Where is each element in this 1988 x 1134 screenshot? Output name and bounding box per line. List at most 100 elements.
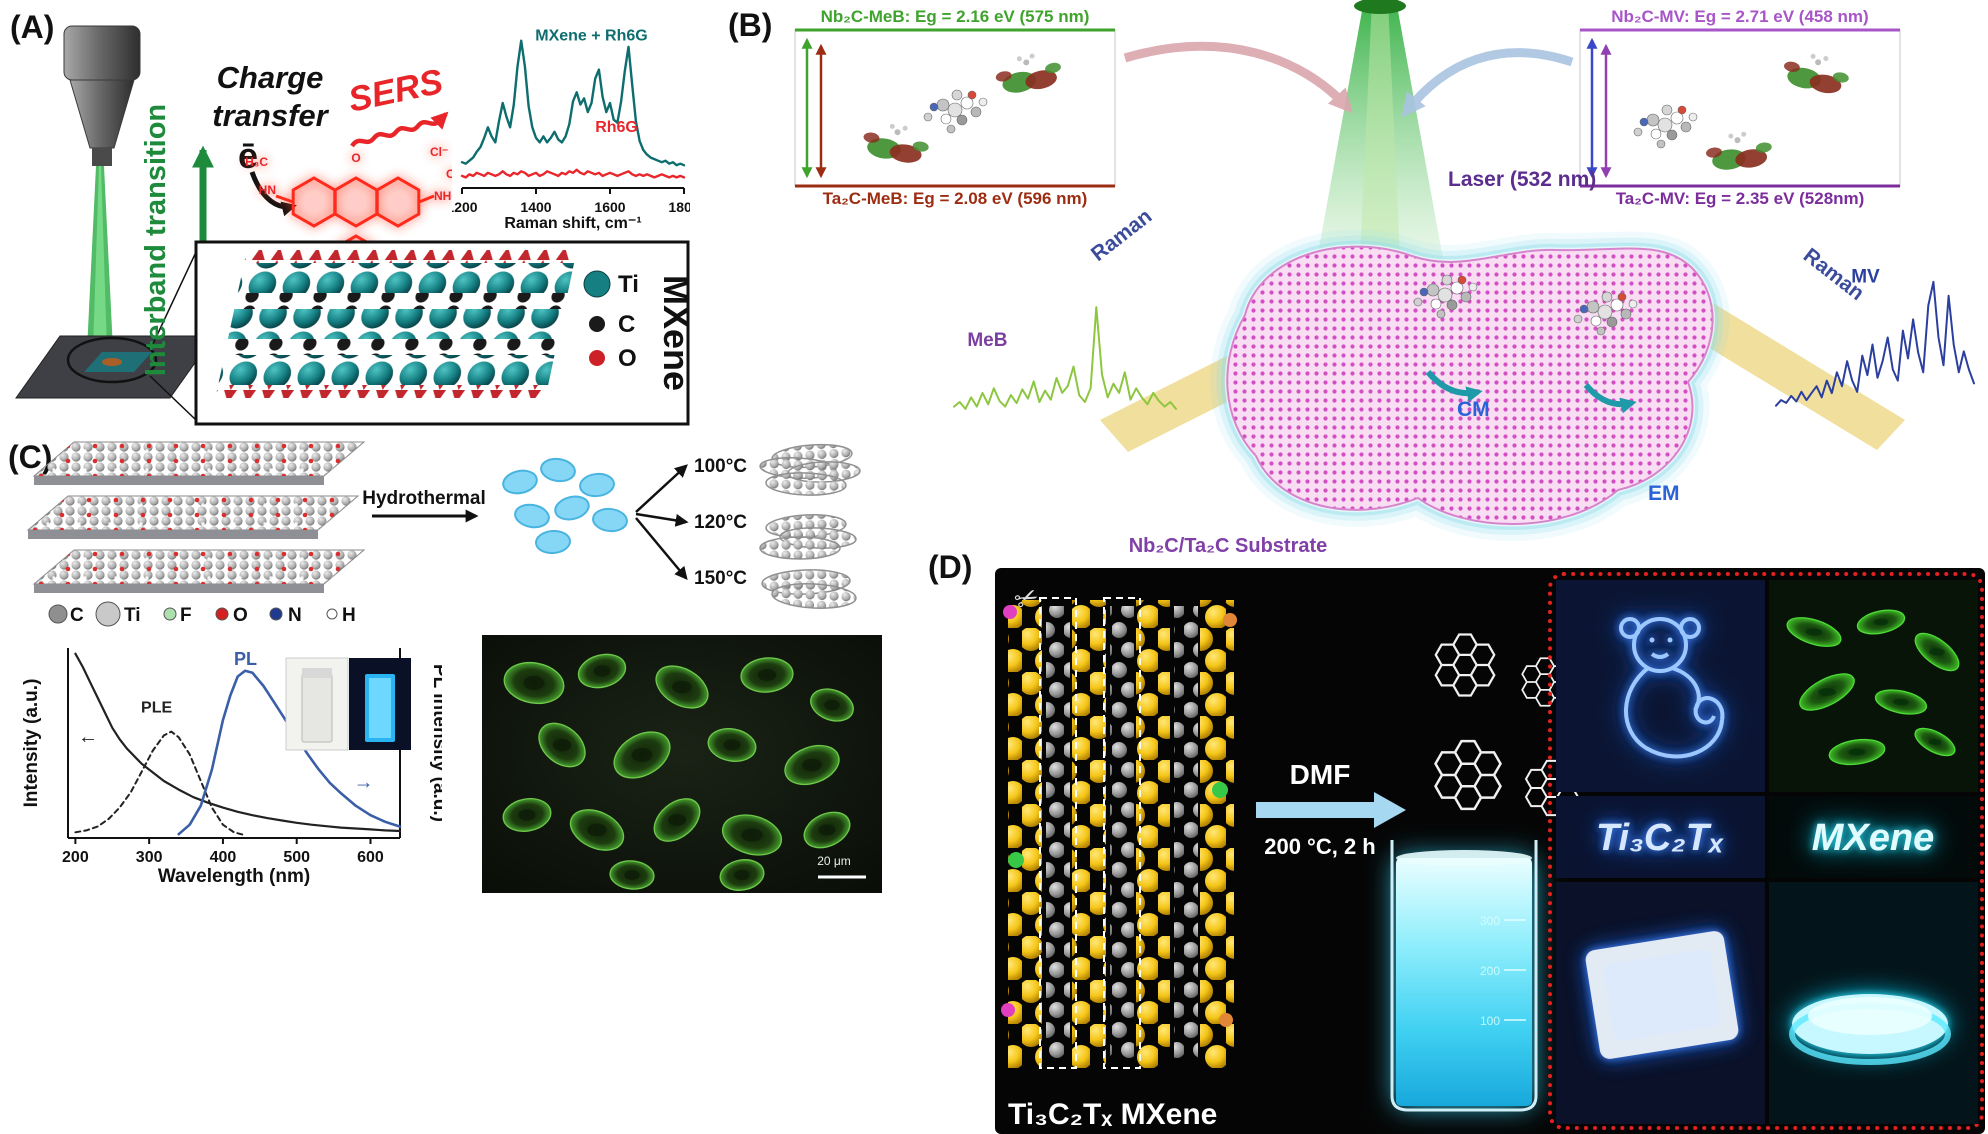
temp-100: 100°C [694,456,747,477]
condition-label: 200 °C, 2 h [1264,834,1376,859]
fluorescence-micrograph: 20 μm [482,635,882,893]
molecule-label: Cl⁻ [430,145,448,159]
unit-cell-box-1 [1039,597,1077,1069]
nb2c-mv-label: Nb₂C-MV: Eg = 2.71 eV (458 nm) [1611,7,1868,26]
glow-text-left-image: Ti₃C₂Tₓ [1556,796,1765,878]
svg-text:300: 300 [136,849,163,866]
svg-text:→: → [354,772,374,794]
svg-text:PL Intensity (a.u.): PL Intensity (a.u.) [429,664,450,822]
hydrothermal-label: Hydrothermal [362,488,486,509]
legend-c-swatch [48,604,68,624]
ta2c-mv-label: Ta₂C-MV: Eg = 2.35 eV (528nm) [1616,189,1865,208]
magnifier-callout [66,336,158,384]
meb-energy-box: Nb₂C-MeB: Eg = 2.16 eV (575 nm) Ta₂C-MeB… [794,7,1116,208]
laser-532 [1315,0,1445,270]
substrate-label: Nb₂C/Ta₂C Substrate [1129,535,1328,557]
legend-ti-label: Ti [618,271,639,298]
mxene-vertical-label: MXene [656,275,697,391]
svg-text:1400: 1400 [520,199,551,215]
glow-disk-image [1769,882,1978,1124]
mv-to-laser-arrow [1401,48,1574,118]
mv-energy-box: Nb₂C-MV: Eg = 2.71 eV (458 nm) Ta₂C-MV: … [1579,7,1901,208]
ct-arrow-left [1425,370,1483,403]
legend-f-label: F [180,605,192,626]
microscope [63,25,141,166]
panel-a-label: (A) [10,9,54,45]
panel-d-label: (D) [928,549,972,585]
legend-o-swatch [589,350,605,366]
svg-text:←: ← [78,726,98,748]
orbital-isosurfaces [863,53,1849,170]
unit-cell-box-2 [1103,597,1141,1069]
raman-label-left: Raman [1087,205,1156,266]
interband-transition-label: Interband transition [140,104,172,376]
meb-spectrum-chart: MeB [953,306,1177,410]
glow-cells-image [1769,580,1978,792]
legend-o-swatch [215,607,229,621]
legend-c-label: C [70,605,84,626]
mxene-lattice [215,250,577,398]
legend-c-label: C [618,311,635,338]
ti3c2tx-structure [1001,597,1237,1069]
glow-monkey-image [1556,580,1765,792]
svg-text:MV: MV [1851,267,1880,288]
sample-stage [15,251,215,421]
molecule-label: O [351,151,360,165]
legend-h-label: H [342,605,356,626]
mv-spectrum-chart: MV [1775,267,1975,407]
legend-o-label: O [233,605,248,626]
reaction-arrow [1256,792,1406,828]
mxene-substrate [1210,229,1730,541]
svg-text:Raman shift, cm⁻¹: Raman shift, cm⁻¹ [504,215,641,232]
svg-text:1200: 1200 [446,199,477,215]
legend-f-swatch [163,607,177,621]
glowing-beaker: 300 200 100 [1390,840,1538,1112]
charge-transfer-line2: transfer [212,98,329,133]
sers-wavy-arrow [350,111,449,148]
panel-a: (A) Interband transition Charge transfer… [10,9,699,426]
legend-n-swatch [269,607,283,621]
panel-b-label: (B) [728,7,772,43]
sers-raman-chart: 1200 1400 1600 1800 Raman shift, cm⁻¹ MXene +… [446,14,699,234]
beaker-mark: 300 [1480,914,1500,928]
mxene-sheets [26,441,366,593]
legend-o-label: O [618,345,637,372]
dmf-label: DMF [1290,759,1351,790]
svg-text:1800: 1800 [668,199,699,215]
cuvette-inset [285,657,411,751]
legend-c-swatch [589,316,605,332]
applications-border [1548,572,1984,1130]
electron-transfer-arrow [249,171,297,217]
legend-ti-label: Ti [124,605,141,626]
mxene-structure-box: Ti C O MXene [194,240,697,426]
legend-ti-swatch [583,270,611,298]
svg-text:PLE: PLE [141,700,172,717]
glow-text-ti3c2tx: Ti₃C₂Tₓ [1596,817,1724,859]
svg-text:MeB: MeB [967,330,1007,351]
quantum-dots [502,457,628,555]
ta2c-meb-label: Ta₂C-MeB: Eg = 2.08 eV (596 nm) [823,189,1088,208]
svg-text:Rh6G: Rh6G [595,119,638,136]
adsorbed-molecules [923,89,1698,336]
glow-text-right-image: MXene [1769,796,1978,878]
molecule-label: NH [434,189,451,203]
molecule-label: H₃C [245,155,268,169]
scale-bar-label: 20 μm [817,854,851,868]
legend-ti-swatch [95,601,121,627]
charge-transfer-line1: Charge [217,60,324,95]
panel-b: (B) Nb₂C-MeB: Eg = 2.16 eV (575 nm) Ta₂C… [728,0,1975,557]
ct-arrow-right [1583,383,1637,414]
svg-text:PL: PL [234,649,257,669]
beaker-mark: 200 [1480,964,1500,978]
raman-beam-right [1680,300,1905,450]
sers-label: SERS [345,62,446,120]
legend-n-label: N [288,605,302,626]
temp-150: 150°C [694,568,747,589]
ti3c2tx-formula: Ti₃C₂Tₓ MXene [1008,1098,1217,1131]
svg-text:500: 500 [283,849,310,866]
electron-symbol: ē [238,135,258,176]
glow-text-mxene: MXene [1812,817,1934,859]
svg-text:1600: 1600 [594,199,625,215]
glow-film-image [1556,882,1765,1124]
